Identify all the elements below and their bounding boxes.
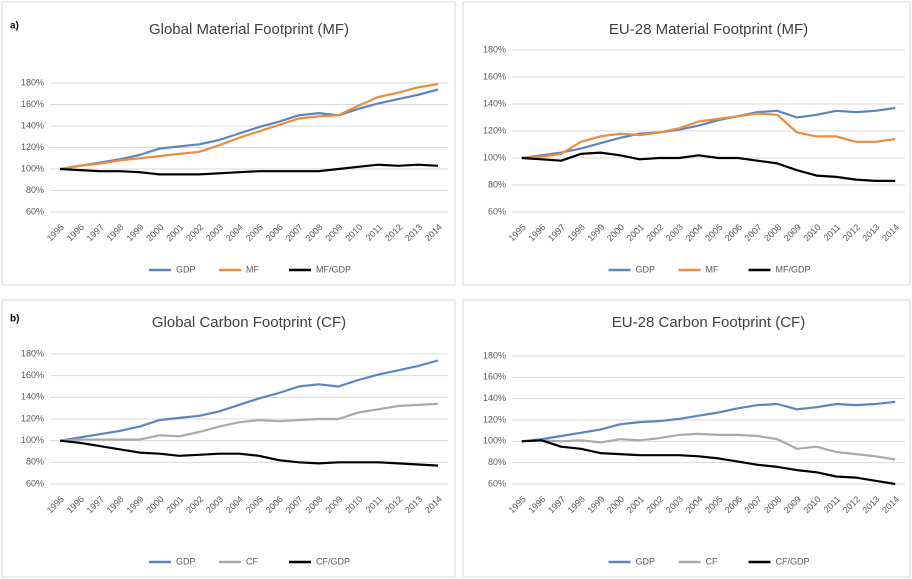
legend-label: GDP [176,556,196,566]
chart-title: EU-28 Material Footprint (MF) [609,21,808,38]
chart-title: Global Carbon Footprint (CF) [152,314,346,331]
y-tick-label: 120% [21,413,44,423]
panel [1,1,456,286]
panel-label: a) [10,21,19,32]
y-tick-label: 180% [21,348,44,358]
y-tick-label: 140% [21,392,44,402]
y-tick-label: 120% [483,125,506,135]
legend-label: CF [246,556,258,566]
legend-label: CF [706,556,718,566]
legend-label: GDP [636,556,656,566]
y-tick-label: 60% [26,206,44,216]
y-tick-label: 180% [21,77,44,87]
chart-title: EU-28 Carbon Footprint (CF) [612,314,805,331]
y-tick-label: 160% [483,71,506,81]
series-line [59,439,439,467]
chart-title: Global Material Footprint (MF) [149,21,349,38]
series-line [521,439,896,486]
y-tick-label: 80% [488,179,506,189]
y-tick-label: 140% [483,98,506,108]
y-tick-label: 140% [21,120,44,130]
y-tick-label: 80% [26,185,44,195]
y-tick-label: 60% [26,478,44,488]
y-tick-label: 100% [483,152,506,162]
series-line [59,88,439,171]
y-tick-label: 140% [483,393,506,403]
y-tick-label: 160% [21,99,44,109]
series-line [521,106,896,160]
series-line [521,112,896,160]
series-line [521,432,896,461]
legend-label: GDP [176,264,196,274]
series-line [521,400,896,443]
y-tick-label: 80% [26,457,44,467]
y-tick-label: 180% [483,44,506,54]
y-tick-label: 180% [483,350,506,360]
legend-label: CF/GDP [776,556,810,566]
legend-label: CF/GDP [316,556,350,566]
y-tick-label: 160% [483,372,506,382]
panel [462,299,911,578]
y-tick-label: 60% [488,206,506,216]
series-line [59,402,439,442]
legend-label: MF [706,264,719,274]
panel [462,1,911,286]
legend-label: GDP [636,264,656,274]
y-tick-label: 80% [488,457,506,467]
series-line [521,151,896,182]
y-tick-label: 160% [21,370,44,380]
legend-label: MF/GDP [316,264,351,274]
y-tick-label: 60% [488,478,506,488]
y-tick-label: 100% [483,436,506,446]
y-tick-label: 120% [21,142,44,152]
legend-label: MF/GDP [776,264,811,274]
panel-label: b) [10,314,19,325]
series-line [59,359,439,442]
legend-label: MF [246,264,259,274]
y-tick-label: 100% [21,163,44,173]
series-line [59,83,439,171]
series-line [59,163,439,176]
y-tick-label: 100% [21,435,44,445]
y-tick-label: 120% [483,414,506,424]
